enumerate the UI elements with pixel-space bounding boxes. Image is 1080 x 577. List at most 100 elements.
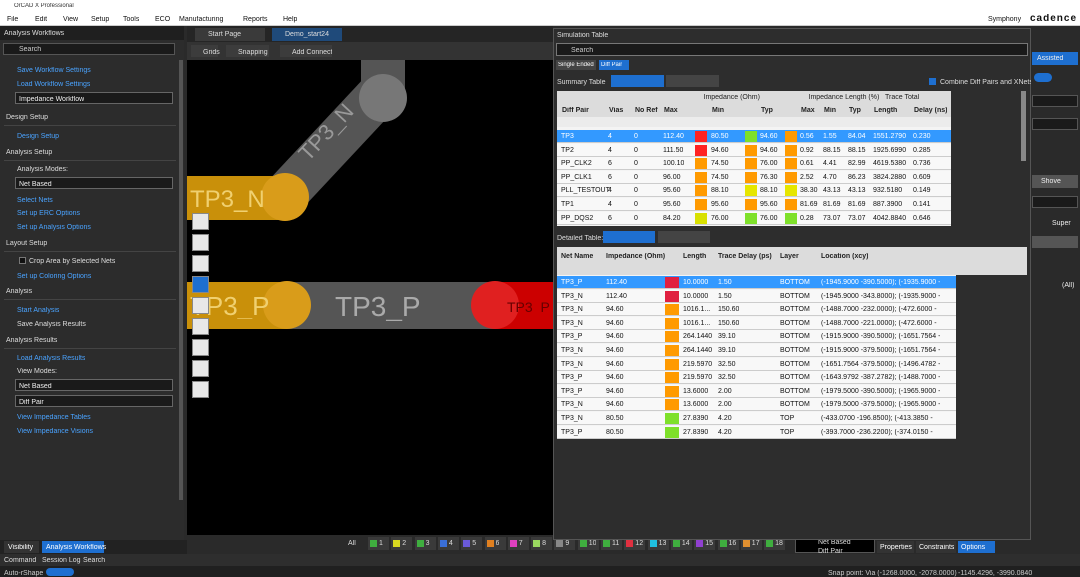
canvas-tool[interactable] (192, 339, 209, 356)
menu-item[interactable]: ECO (155, 16, 171, 23)
table-row[interactable] (557, 371, 956, 385)
column-header[interactable]: Delay (ns) (914, 107, 948, 114)
column-header[interactable]: Length (874, 107, 898, 114)
dropdown[interactable] (15, 395, 173, 407)
filter-button[interactable] (666, 75, 719, 87)
dropdown[interactable] (15, 177, 173, 189)
workflow-link[interactable]: View Impedance Tables (17, 414, 91, 421)
mode-tab[interactable] (556, 60, 596, 70)
option-button[interactable] (1032, 52, 1078, 65)
tool-button[interactable] (280, 45, 332, 57)
workflow-link[interactable]: Set up ERC Options (17, 210, 81, 217)
option-field[interactable] (1032, 118, 1078, 130)
menu-item[interactable]: View (63, 16, 79, 23)
workflow-link[interactable]: Start Analysis (17, 307, 60, 314)
table-row[interactable] (557, 398, 956, 412)
column-header[interactable]: Trace Delay (ps) (718, 253, 772, 260)
doc-tab[interactable] (272, 28, 342, 41)
table-row[interactable] (557, 303, 956, 317)
workflow-link[interactable]: Load Workflow Settings (17, 81, 91, 88)
console-tab[interactable]: Search (83, 557, 106, 564)
dropdown[interactable] (15, 92, 173, 104)
workflow-link[interactable]: View Impedance Visions (17, 428, 94, 435)
cell: 74.50 (711, 160, 729, 168)
menu-item[interactable]: File (7, 16, 19, 23)
filter-button[interactable] (658, 231, 710, 243)
layer-all[interactable]: All (348, 540, 356, 547)
cell: TP3_P (561, 333, 583, 341)
option-field[interactable] (1032, 236, 1078, 248)
table-row[interactable] (557, 330, 956, 344)
canvas-tool[interactable] (192, 360, 209, 377)
option-field[interactable] (1032, 95, 1078, 107)
menu-item[interactable]: Edit (35, 16, 48, 23)
tool-button[interactable] (226, 45, 269, 57)
tool-button[interactable] (191, 45, 218, 57)
table-row[interactable] (557, 425, 956, 439)
mode-tab[interactable] (599, 60, 629, 70)
menu-item[interactable]: Manufacturing (179, 16, 224, 23)
menu-item[interactable]: Help (283, 16, 298, 23)
console-tab[interactable]: Session Log (42, 557, 81, 564)
workflow-link[interactable]: Set up Analysis Options (17, 224, 91, 231)
workflow-link[interactable]: Select Nets (17, 197, 53, 204)
column-header[interactable]: Layer (780, 253, 799, 260)
option-button[interactable] (1032, 175, 1078, 188)
canvas-tool[interactable] (192, 234, 209, 251)
menu-item[interactable]: Tools (123, 16, 140, 23)
doc-tab[interactable] (195, 28, 265, 41)
workflow-link[interactable]: Design Setup (17, 133, 60, 140)
menu-item[interactable]: Setup (91, 16, 110, 23)
table-row[interactable] (557, 316, 956, 330)
column-header[interactable]: Typ (761, 107, 773, 114)
tab[interactable] (42, 541, 104, 553)
column-header[interactable]: Location (xcy) (821, 253, 869, 260)
column-header[interactable]: Min (824, 107, 837, 114)
table-row[interactable] (557, 357, 956, 371)
tab[interactable] (4, 541, 39, 553)
column-header[interactable]: Max (664, 107, 678, 114)
option-field[interactable] (1032, 196, 1078, 208)
canvas-tool[interactable] (192, 381, 209, 398)
toggle[interactable] (1034, 73, 1052, 82)
workflow-link[interactable]: Set up Coloring Options (17, 273, 92, 280)
table-row[interactable] (557, 289, 956, 303)
canvas-tool[interactable] (192, 255, 209, 272)
column-header[interactable]: Max (801, 107, 815, 114)
checkbox[interactable] (19, 257, 26, 264)
column-header[interactable]: Impedance (Ohm) (606, 253, 666, 260)
filter-input[interactable] (611, 75, 664, 87)
search-box[interactable] (3, 43, 175, 55)
console-tab[interactable]: Command (4, 557, 37, 564)
canvas-tool[interactable] (192, 213, 209, 230)
table-row[interactable] (557, 276, 956, 289)
bottom-tab[interactable] (958, 541, 995, 553)
column-header[interactable]: Min (712, 107, 725, 114)
cell: BOTTOM (780, 374, 810, 382)
canvas-tool[interactable] (192, 276, 209, 293)
column-header[interactable]: Vias (609, 107, 624, 114)
canvas-tool[interactable] (192, 297, 209, 314)
table-row[interactable] (557, 344, 956, 357)
cell: 0.149 (913, 187, 931, 195)
table-row[interactable] (557, 412, 956, 425)
impedance-swatch (745, 131, 757, 142)
canvas-tool[interactable] (192, 318, 209, 335)
dropdown[interactable] (15, 379, 173, 391)
toggle[interactable] (46, 568, 74, 576)
bottom-tab[interactable] (916, 541, 956, 553)
workflow-link[interactable]: Load Analysis Results (17, 355, 86, 362)
checkbox[interactable] (929, 78, 936, 85)
column-header[interactable]: Length (683, 253, 707, 260)
column-header[interactable]: Net Name (561, 253, 594, 260)
column-header[interactable]: Typ (849, 107, 861, 114)
menu-item[interactable]: Reports (243, 16, 268, 23)
bottom-tab[interactable] (877, 541, 914, 553)
sim-search[interactable] (556, 43, 1028, 56)
workflow-link[interactable]: Save Workflow Settings (17, 67, 91, 74)
table-row[interactable] (557, 384, 956, 398)
column-header[interactable]: No Ref (635, 107, 658, 114)
cell: 76.00 (760, 214, 778, 222)
filter-input[interactable] (603, 231, 655, 243)
column-header[interactable]: Diff Pair (562, 107, 589, 114)
